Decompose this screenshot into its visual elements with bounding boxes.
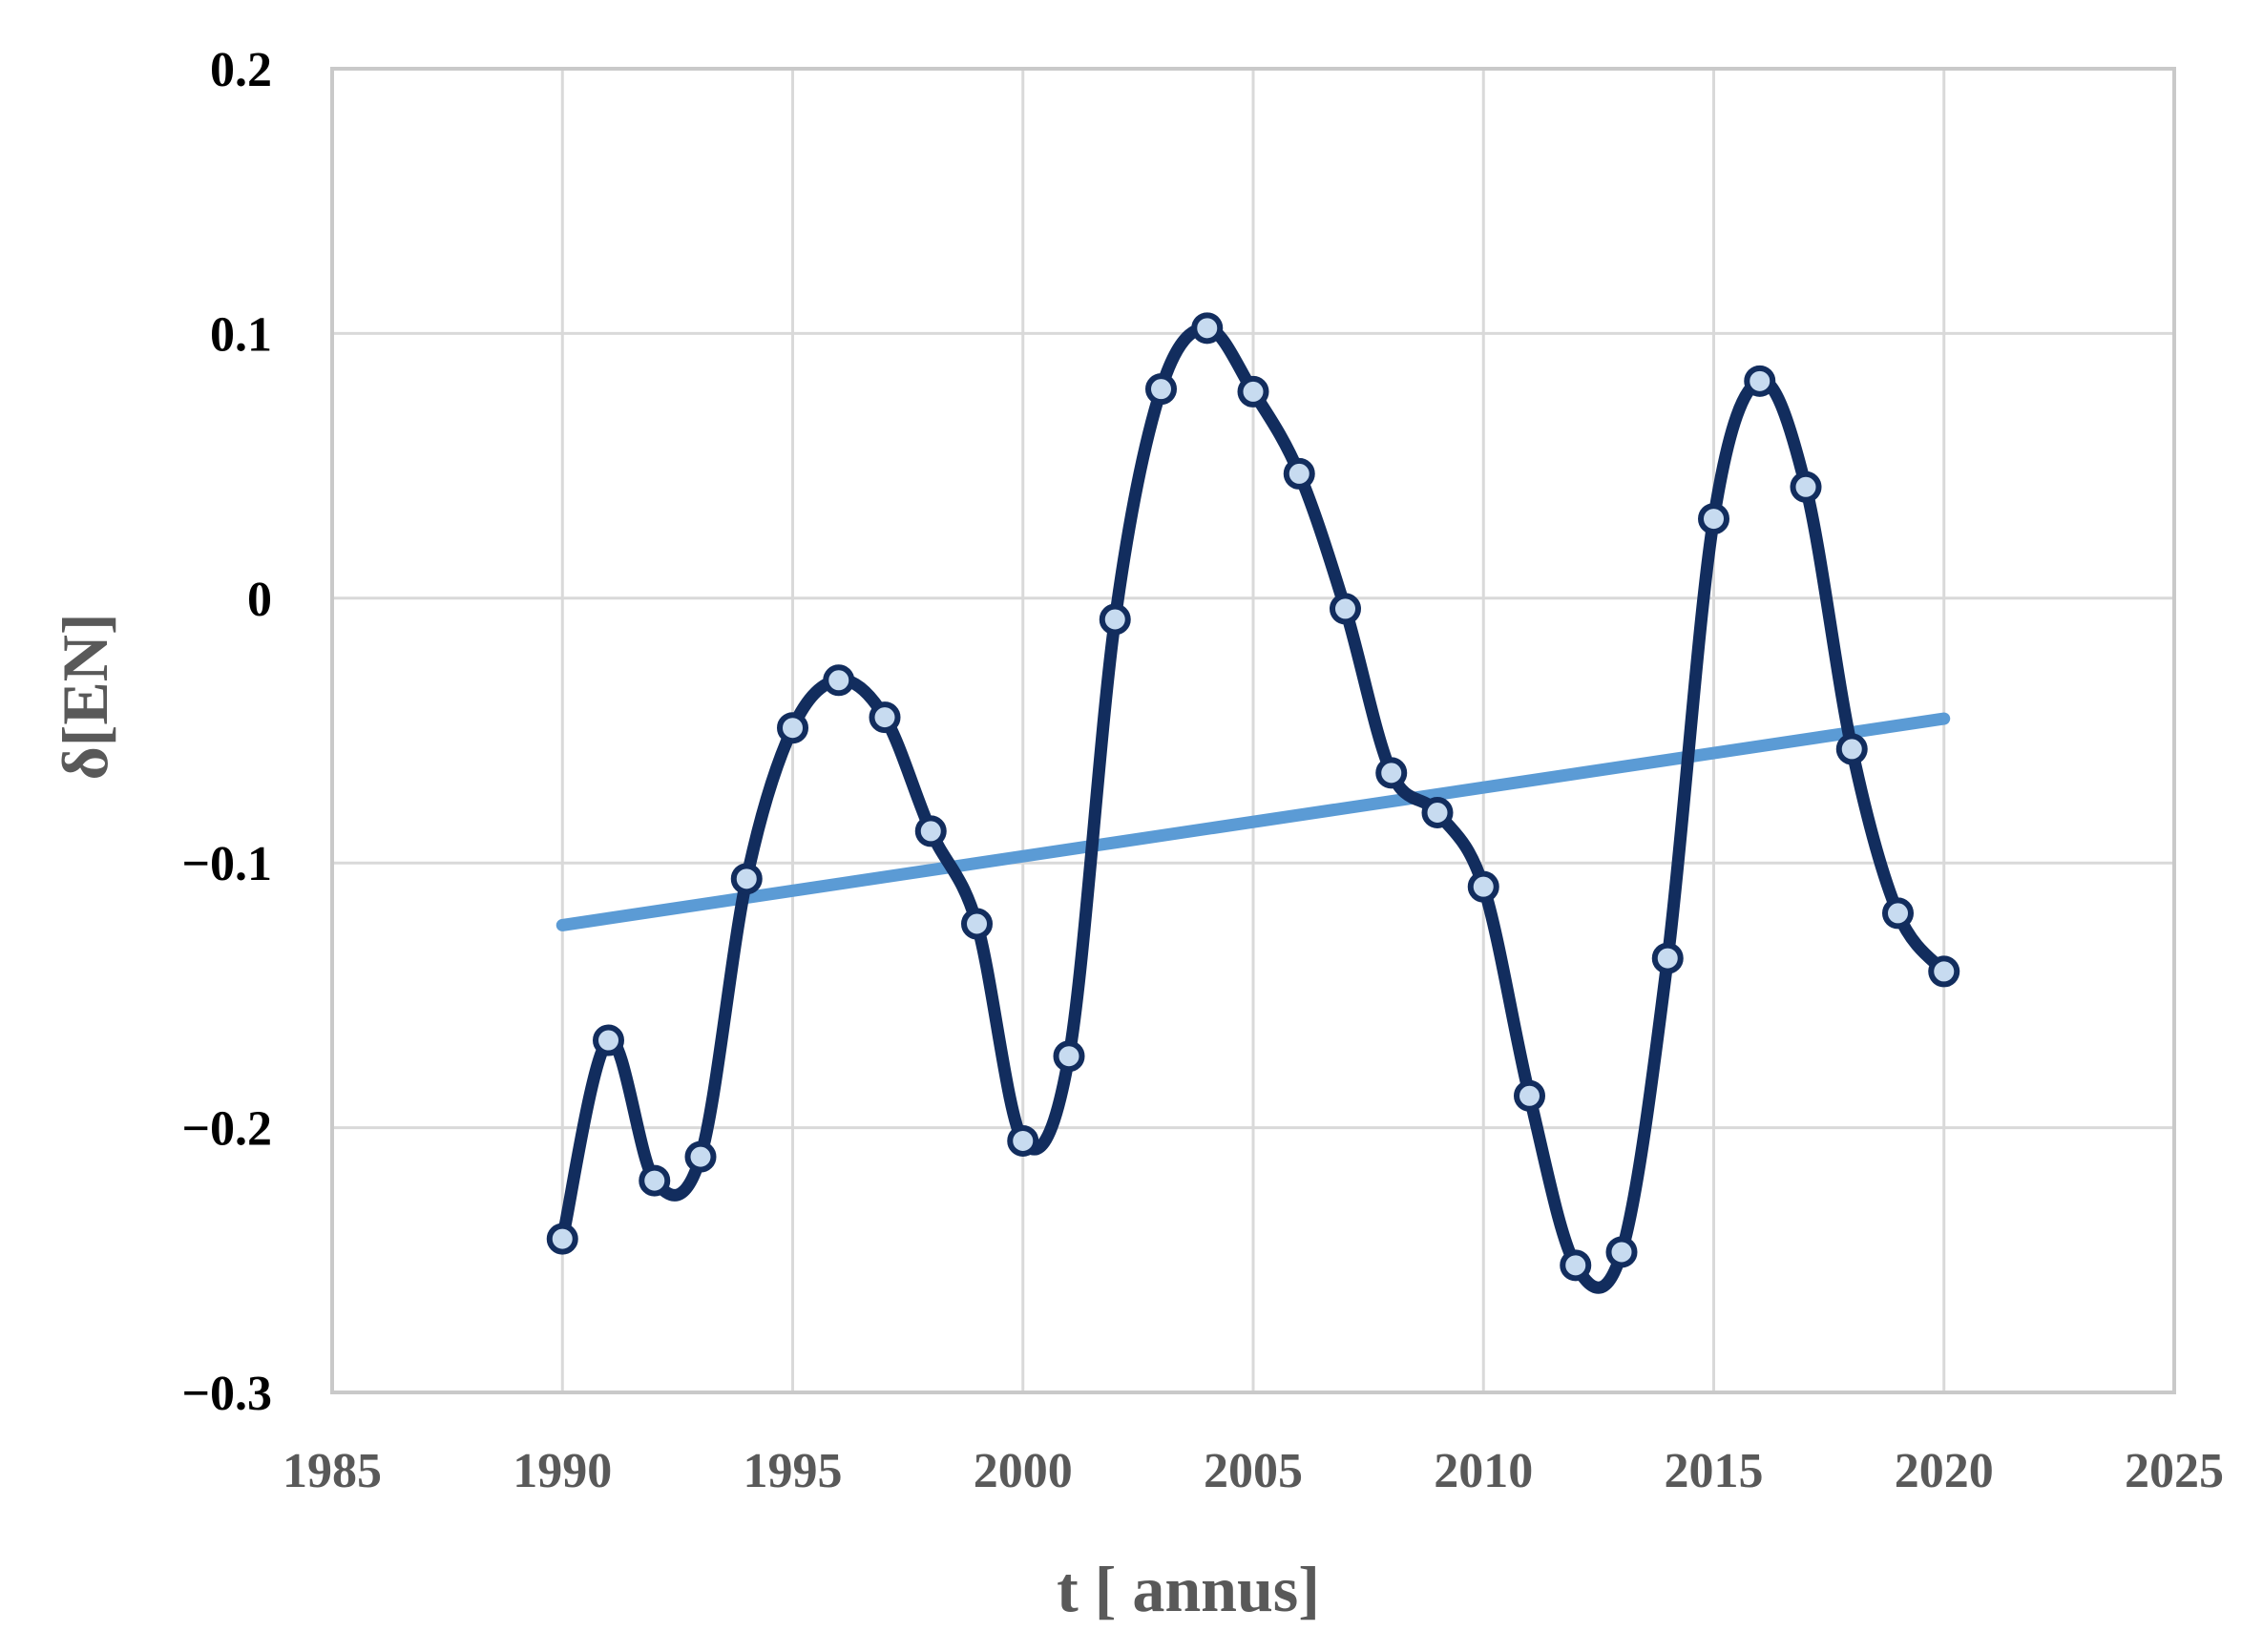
data-point-marker	[914, 815, 947, 847]
plot-border-rect	[330, 67, 2176, 1394]
data-point-marker	[1099, 603, 1131, 636]
data-point-marker	[1467, 870, 1499, 903]
x-tick-label: 1995	[744, 1444, 843, 1498]
x-tick-label: 2025	[2125, 1444, 2224, 1498]
data-point-marker	[1651, 942, 1684, 974]
x-tick-label: 2010	[1434, 1444, 1533, 1498]
y-tick-label: 0	[247, 573, 272, 627]
data-point-marker	[869, 701, 901, 734]
data-point-marker	[730, 863, 763, 895]
data-point-marker	[684, 1140, 717, 1173]
data-point-marker	[1191, 312, 1224, 345]
data-point-marker	[1053, 1040, 1085, 1073]
data-point-marker	[1928, 955, 1960, 988]
data-point-marker	[1007, 1124, 1039, 1157]
data-point-marker	[1421, 796, 1454, 828]
data-point-marker	[1744, 365, 1776, 397]
data-point-marker	[1283, 457, 1315, 490]
data-point-marker	[1514, 1079, 1545, 1112]
data-point-marker	[1330, 593, 1361, 625]
x-tick-label: 2015	[1665, 1444, 1764, 1498]
data-point-marker	[639, 1164, 671, 1197]
y-axis-tick-labels: 0.2 0.1 0 −0.1 −0.2 −0.3	[181, 43, 272, 1421]
data-point-marker	[593, 1024, 624, 1056]
x-axis-title: t [ annus]	[1057, 1553, 1320, 1625]
trend-line-series	[555, 712, 1951, 931]
y-tick-label: 0.1	[210, 307, 272, 362]
data-point-marker	[1560, 1249, 1592, 1282]
data-point-marker	[961, 908, 993, 940]
x-tick-label: 2005	[1204, 1444, 1303, 1498]
data-point-marker	[1882, 897, 1914, 930]
data-point-marker	[1698, 503, 1729, 535]
x-tick-label: 1990	[513, 1444, 612, 1498]
y-tick-label: −0.2	[181, 1102, 272, 1157]
data-point-marker	[823, 664, 855, 697]
y-tick-label: −0.3	[181, 1367, 272, 1421]
data-point-marker	[546, 1223, 578, 1255]
data-point-marker	[1835, 733, 1868, 765]
y-tick-label: −0.1	[181, 837, 272, 891]
data-point-marker	[1237, 375, 1269, 408]
y-tick-label: 0.2	[210, 43, 272, 97]
plot-border	[330, 67, 2176, 1394]
data-point-marker	[777, 712, 808, 744]
data-point-marker	[1790, 471, 1822, 503]
y-axis-title: δ[EN]	[49, 613, 121, 780]
data-point-marker	[1375, 757, 1408, 789]
x-tick-label: 1985	[283, 1444, 382, 1498]
data-point-marker	[1145, 373, 1177, 406]
trend-line	[555, 712, 1951, 931]
data-point-marker	[1605, 1236, 1638, 1268]
data-point-markers	[546, 312, 1960, 1282]
x-axis-tick-labels: 1985 1990 1995 2000 2005 2010 2015 2020 2025	[283, 1444, 2224, 1498]
x-tick-label: 2020	[1895, 1444, 1994, 1498]
x-tick-label: 2000	[974, 1444, 1073, 1498]
